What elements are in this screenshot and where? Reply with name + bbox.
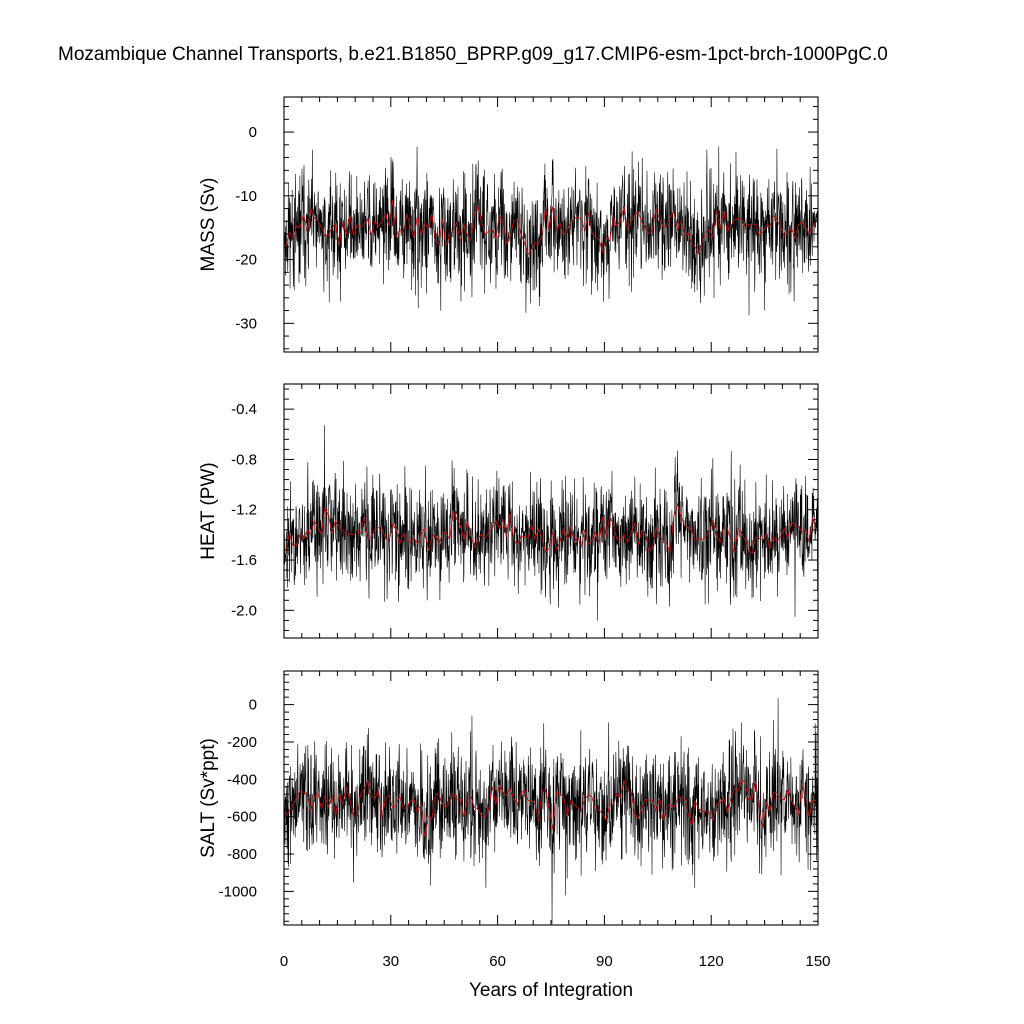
series-line-monthly-mass: [283, 146, 819, 316]
y-tick-label-mass: 0: [249, 124, 257, 141]
chart-title: Mozambique Channel Transports, b.e21.B18…: [58, 44, 888, 65]
x-tick-label: 30: [382, 953, 399, 970]
series-line-annual-mass: [285, 200, 817, 256]
series-line-annual-salt: [285, 778, 817, 837]
panel-mass: 0 -10 -20 -30 MASS (Sv): [198, 96, 819, 353]
y-tick-label-salt: 0: [249, 697, 257, 714]
y-tick-label-mass: -10: [235, 188, 257, 205]
x-tick-label: 120: [699, 953, 724, 970]
y-tick-label-salt: -1000: [219, 883, 257, 900]
y-tick-label-salt: -800: [227, 846, 257, 863]
x-tick-label: 0: [280, 953, 288, 970]
x-axis-title: Years of Integration: [469, 980, 633, 1001]
x-tick-label: 60: [489, 953, 506, 970]
x-tick-label: 90: [596, 953, 613, 970]
y-tick-label-mass: -30: [235, 315, 257, 332]
y-tick-label-heat: -2.0: [231, 602, 257, 619]
y-axis-title-mass: MASS (Sv): [198, 178, 219, 272]
y-tick-label-salt: -200: [227, 734, 257, 751]
y-tick-label-salt: -600: [227, 809, 257, 826]
y-tick-label-salt: -400: [227, 771, 257, 788]
y-tick-label-heat: -0.4: [231, 401, 257, 418]
y-axis-title-heat: HEAT (PW): [198, 462, 219, 559]
y-tick-label-heat: -0.8: [231, 451, 257, 468]
series-line-monthly-heat: [283, 425, 819, 621]
y-tick-label-heat: -1.6: [231, 552, 257, 569]
series-line-annual-heat: [285, 502, 817, 555]
y-axis-title-salt: SALT (Sv*ppt): [198, 738, 219, 858]
x-tick-label: 150: [805, 953, 830, 970]
series-line-monthly-salt: [283, 698, 819, 925]
panel-salt: 0 -200 -400 -600 -800 -1000 SALT (Sv*ppt): [198, 670, 819, 926]
y-tick-label-mass: -20: [235, 252, 257, 269]
panels-layer: 0 -10 -20 -30 MASS (Sv) -0.4 -0.8 -1.2 -1.6 -2.0 H…: [198, 96, 831, 970]
y-tick-label-heat: -1.2: [231, 502, 257, 519]
panel-heat: -0.4 -0.8 -1.2 -1.6 -2.0 HEAT (PW): [198, 383, 819, 639]
